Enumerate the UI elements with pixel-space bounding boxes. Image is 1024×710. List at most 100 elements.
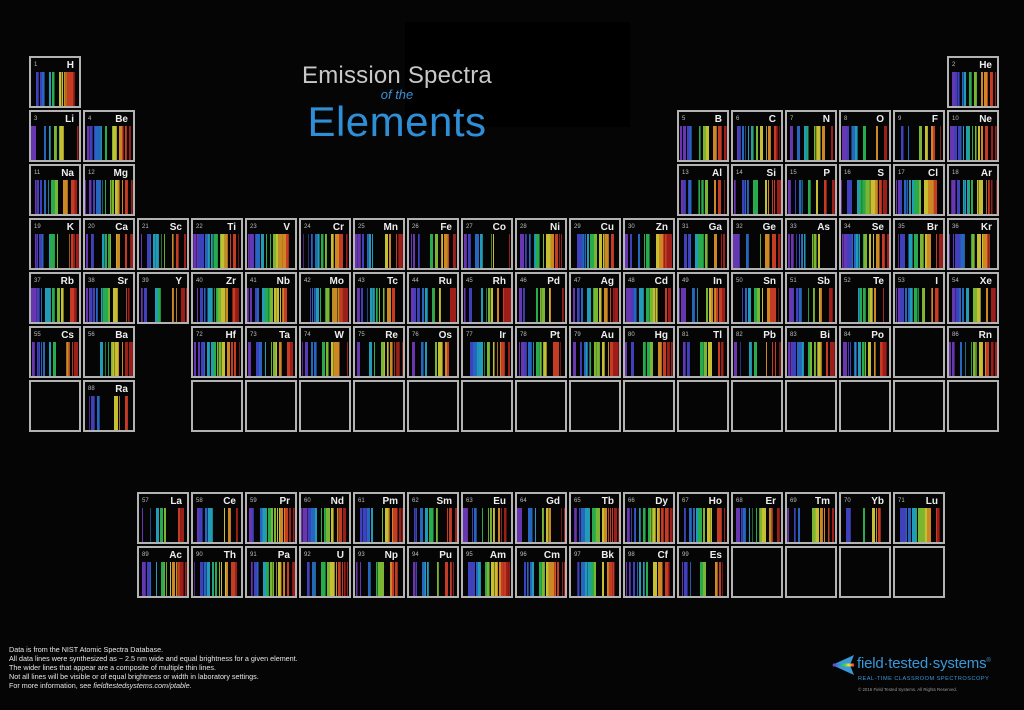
element-np: 93 Np: [353, 546, 405, 598]
empty-cell: [785, 546, 837, 598]
element-symbol: Sc: [169, 222, 182, 233]
spectrum-lines: [895, 180, 943, 214]
atomic-number: 75: [358, 332, 365, 338]
spectrum-lines: [949, 288, 997, 322]
atomic-number: 71: [898, 498, 905, 504]
element-v: 23 V: [245, 218, 297, 270]
spectrum-arrow-icon: [832, 655, 854, 675]
atomic-number: 46: [520, 278, 527, 284]
atomic-number: 90: [196, 552, 203, 558]
footnote-link[interactable]: fieldtestedsystems.com/ptable: [93, 681, 190, 690]
element-symbol: K: [66, 222, 74, 233]
atomic-number: 53: [898, 278, 905, 284]
element-symbol: Dy: [655, 496, 668, 507]
spectrum-lines: [895, 234, 943, 268]
element-symbol: Mo: [329, 276, 344, 287]
atomic-number: 98: [628, 552, 635, 558]
poster-title: Emission Spectra of the Elements: [292, 62, 502, 144]
element-th: 90 Th: [191, 546, 243, 598]
spectrum-lines: [193, 508, 241, 542]
element-symbol: Po: [871, 330, 884, 341]
spectrum-lines: [193, 342, 241, 376]
element-symbol: S: [877, 168, 884, 179]
element-pm: 61 Pm: [353, 492, 405, 544]
title-backdrop: [405, 22, 630, 127]
element-symbol: Rh: [492, 276, 506, 287]
atomic-number: 56: [88, 332, 95, 338]
element-y: 39 Y: [137, 272, 189, 324]
atomic-number: 59: [250, 498, 257, 504]
spectrum-lines: [301, 562, 349, 596]
element-cf: 98 Cf: [623, 546, 675, 598]
element-br: 35 Br: [893, 218, 945, 270]
element-es: 99 Es: [677, 546, 729, 598]
spectrum-lines: [679, 562, 727, 596]
element-am: 95 Am: [461, 546, 513, 598]
element-symbol: Pr: [279, 496, 290, 507]
footnote-line-4: Not all lines will be visible or of equa…: [9, 672, 259, 681]
empty-cell: [407, 380, 459, 432]
element-symbol: I: [935, 276, 938, 287]
atomic-number: 15: [790, 170, 797, 176]
footnote-line-3: The wider lines that appear are a compos…: [9, 663, 216, 672]
element-cr: 24 Cr: [299, 218, 351, 270]
spectrum-lines: [949, 234, 997, 268]
element-symbol: Ga: [708, 222, 722, 233]
atomic-number: 42: [304, 278, 311, 284]
spectrum-lines: [733, 342, 781, 376]
empty-cell: [893, 380, 945, 432]
element-symbol: Zn: [655, 222, 668, 233]
element-symbol: Al: [712, 168, 722, 179]
element-co: 27 Co: [461, 218, 513, 270]
spectrum-lines: [355, 562, 403, 596]
element-symbol: Hf: [225, 330, 236, 341]
spectrum-lines: [409, 508, 457, 542]
element-symbol: Hg: [654, 330, 668, 341]
element-symbol: Ti: [227, 222, 236, 233]
element-symbol: Er: [765, 496, 776, 507]
element-symbol: Pt: [550, 330, 560, 341]
element-symbol: Ag: [600, 276, 614, 287]
element-os: 76 Os: [407, 326, 459, 378]
element-ge: 32 Ge: [731, 218, 783, 270]
element-mg: 12 Mg: [83, 164, 135, 216]
spectrum-lines: [625, 562, 673, 596]
element-ac: 89 Ac: [137, 546, 189, 598]
spectrum-lines: [571, 288, 619, 322]
element-symbol: Ho: [708, 496, 722, 507]
spectrum-lines: [895, 288, 943, 322]
atomic-number: 35: [898, 224, 905, 230]
spectrum-lines: [247, 342, 295, 376]
spectrum-lines: [571, 234, 619, 268]
spectrum-lines: [193, 288, 241, 322]
element-gd: 64 Gd: [515, 492, 567, 544]
element-pb: 82 Pb: [731, 326, 783, 378]
spectrum-lines: [571, 342, 619, 376]
atomic-number: 31: [682, 224, 689, 230]
spectrum-lines: [733, 126, 781, 160]
logo-name: field·tested·systems®: [857, 655, 991, 672]
element-symbol: Ge: [762, 222, 776, 233]
atomic-number: 13: [682, 170, 689, 176]
element-symbol: In: [713, 276, 722, 287]
spectrum-lines: [85, 342, 133, 376]
element-si: 14 Si: [731, 164, 783, 216]
spectrum-lines: [31, 180, 79, 214]
atomic-number: 54: [952, 278, 959, 284]
empty-cell: [785, 380, 837, 432]
footnote-line-5: For more information, see fieldtestedsys…: [9, 681, 298, 690]
element-symbol: Rn: [978, 330, 992, 341]
atomic-number: 37: [34, 278, 41, 284]
element-pd: 46 Pd: [515, 272, 567, 324]
element-symbol: Ba: [115, 330, 128, 341]
spectrum-lines: [733, 508, 781, 542]
element-ho: 67 Ho: [677, 492, 729, 544]
element-symbol: Fe: [440, 222, 452, 233]
spectrum-lines: [679, 126, 727, 160]
atomic-number: 52: [844, 278, 851, 284]
spectrum-lines: [247, 562, 295, 596]
element-symbol: B: [714, 114, 722, 125]
empty-cell: [893, 546, 945, 598]
element-bi: 83 Bi: [785, 326, 837, 378]
